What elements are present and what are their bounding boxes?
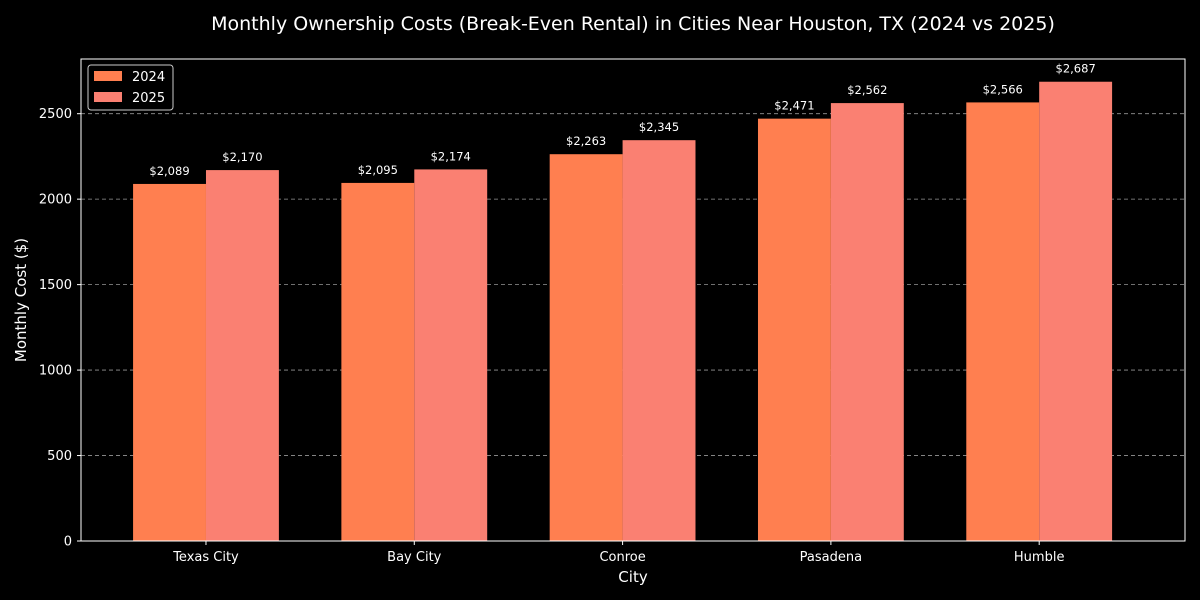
bar-2025-pasadena <box>830 103 904 541</box>
legend-label-2024: 2024 <box>132 70 165 85</box>
x-tick-label: Pasadena <box>800 550 862 565</box>
data-labels: $2,089 $2,170 $2,095 $2,174 $2,263 $2,345 $2,4… <box>149 62 1095 178</box>
y-axis: 0 500 1000 1500 2000 2500 <box>39 107 81 550</box>
x-axis-label: City <box>618 568 648 586</box>
bar-2025-bay-city <box>414 169 488 542</box>
data-label: $2,089 <box>149 164 189 178</box>
legend: 2024 2025 <box>87 64 174 111</box>
y-tick-label: 2000 <box>39 193 72 208</box>
legend-swatch-2025 <box>94 92 122 102</box>
x-tick-label: Conroe <box>599 550 645 565</box>
bar-2024-humble <box>966 102 1040 541</box>
y-tick-label: 2500 <box>39 107 72 122</box>
y-tick-label: 0 <box>64 535 72 550</box>
data-label: $2,263 <box>566 134 606 148</box>
legend-label-2025: 2025 <box>132 91 165 106</box>
x-axis: Texas City Bay City Conroe Pasadena Humble <box>172 541 1064 565</box>
plot-frame <box>80 58 1186 542</box>
x-tick-label: Humble <box>1014 550 1065 565</box>
bar-2025-conroe <box>622 140 696 542</box>
bar-2024-texas-city <box>133 183 206 541</box>
y-axis-label: Monthly Cost ($) <box>12 238 30 362</box>
bar-2025-humble <box>1039 81 1113 541</box>
data-label: $2,471 <box>774 99 814 113</box>
bar-2025-texas-city <box>205 170 279 541</box>
x-tick-label: Bay City <box>387 550 441 565</box>
data-label: $2,170 <box>222 150 262 164</box>
legend-swatch-2024 <box>94 71 122 81</box>
data-label: $2,095 <box>358 163 398 177</box>
bar-2024-conroe <box>549 154 623 541</box>
y-tick-label: 500 <box>47 449 72 464</box>
data-label: $2,566 <box>983 82 1023 96</box>
x-tick-label: Texas City <box>172 550 239 565</box>
bar-2024-bay-city <box>341 182 415 541</box>
y-tick-label: 1500 <box>39 278 72 293</box>
data-label: $2,174 <box>431 149 471 163</box>
y-tick-label: 1000 <box>39 364 72 379</box>
chart-title: Monthly Ownership Costs (Break-Even Rent… <box>211 13 1055 35</box>
bar-2024-pasadena <box>757 118 831 542</box>
data-label: $2,562 <box>847 83 887 97</box>
bars <box>133 81 1113 542</box>
data-label: $2,345 <box>639 120 679 134</box>
data-label: $2,687 <box>1056 62 1096 76</box>
